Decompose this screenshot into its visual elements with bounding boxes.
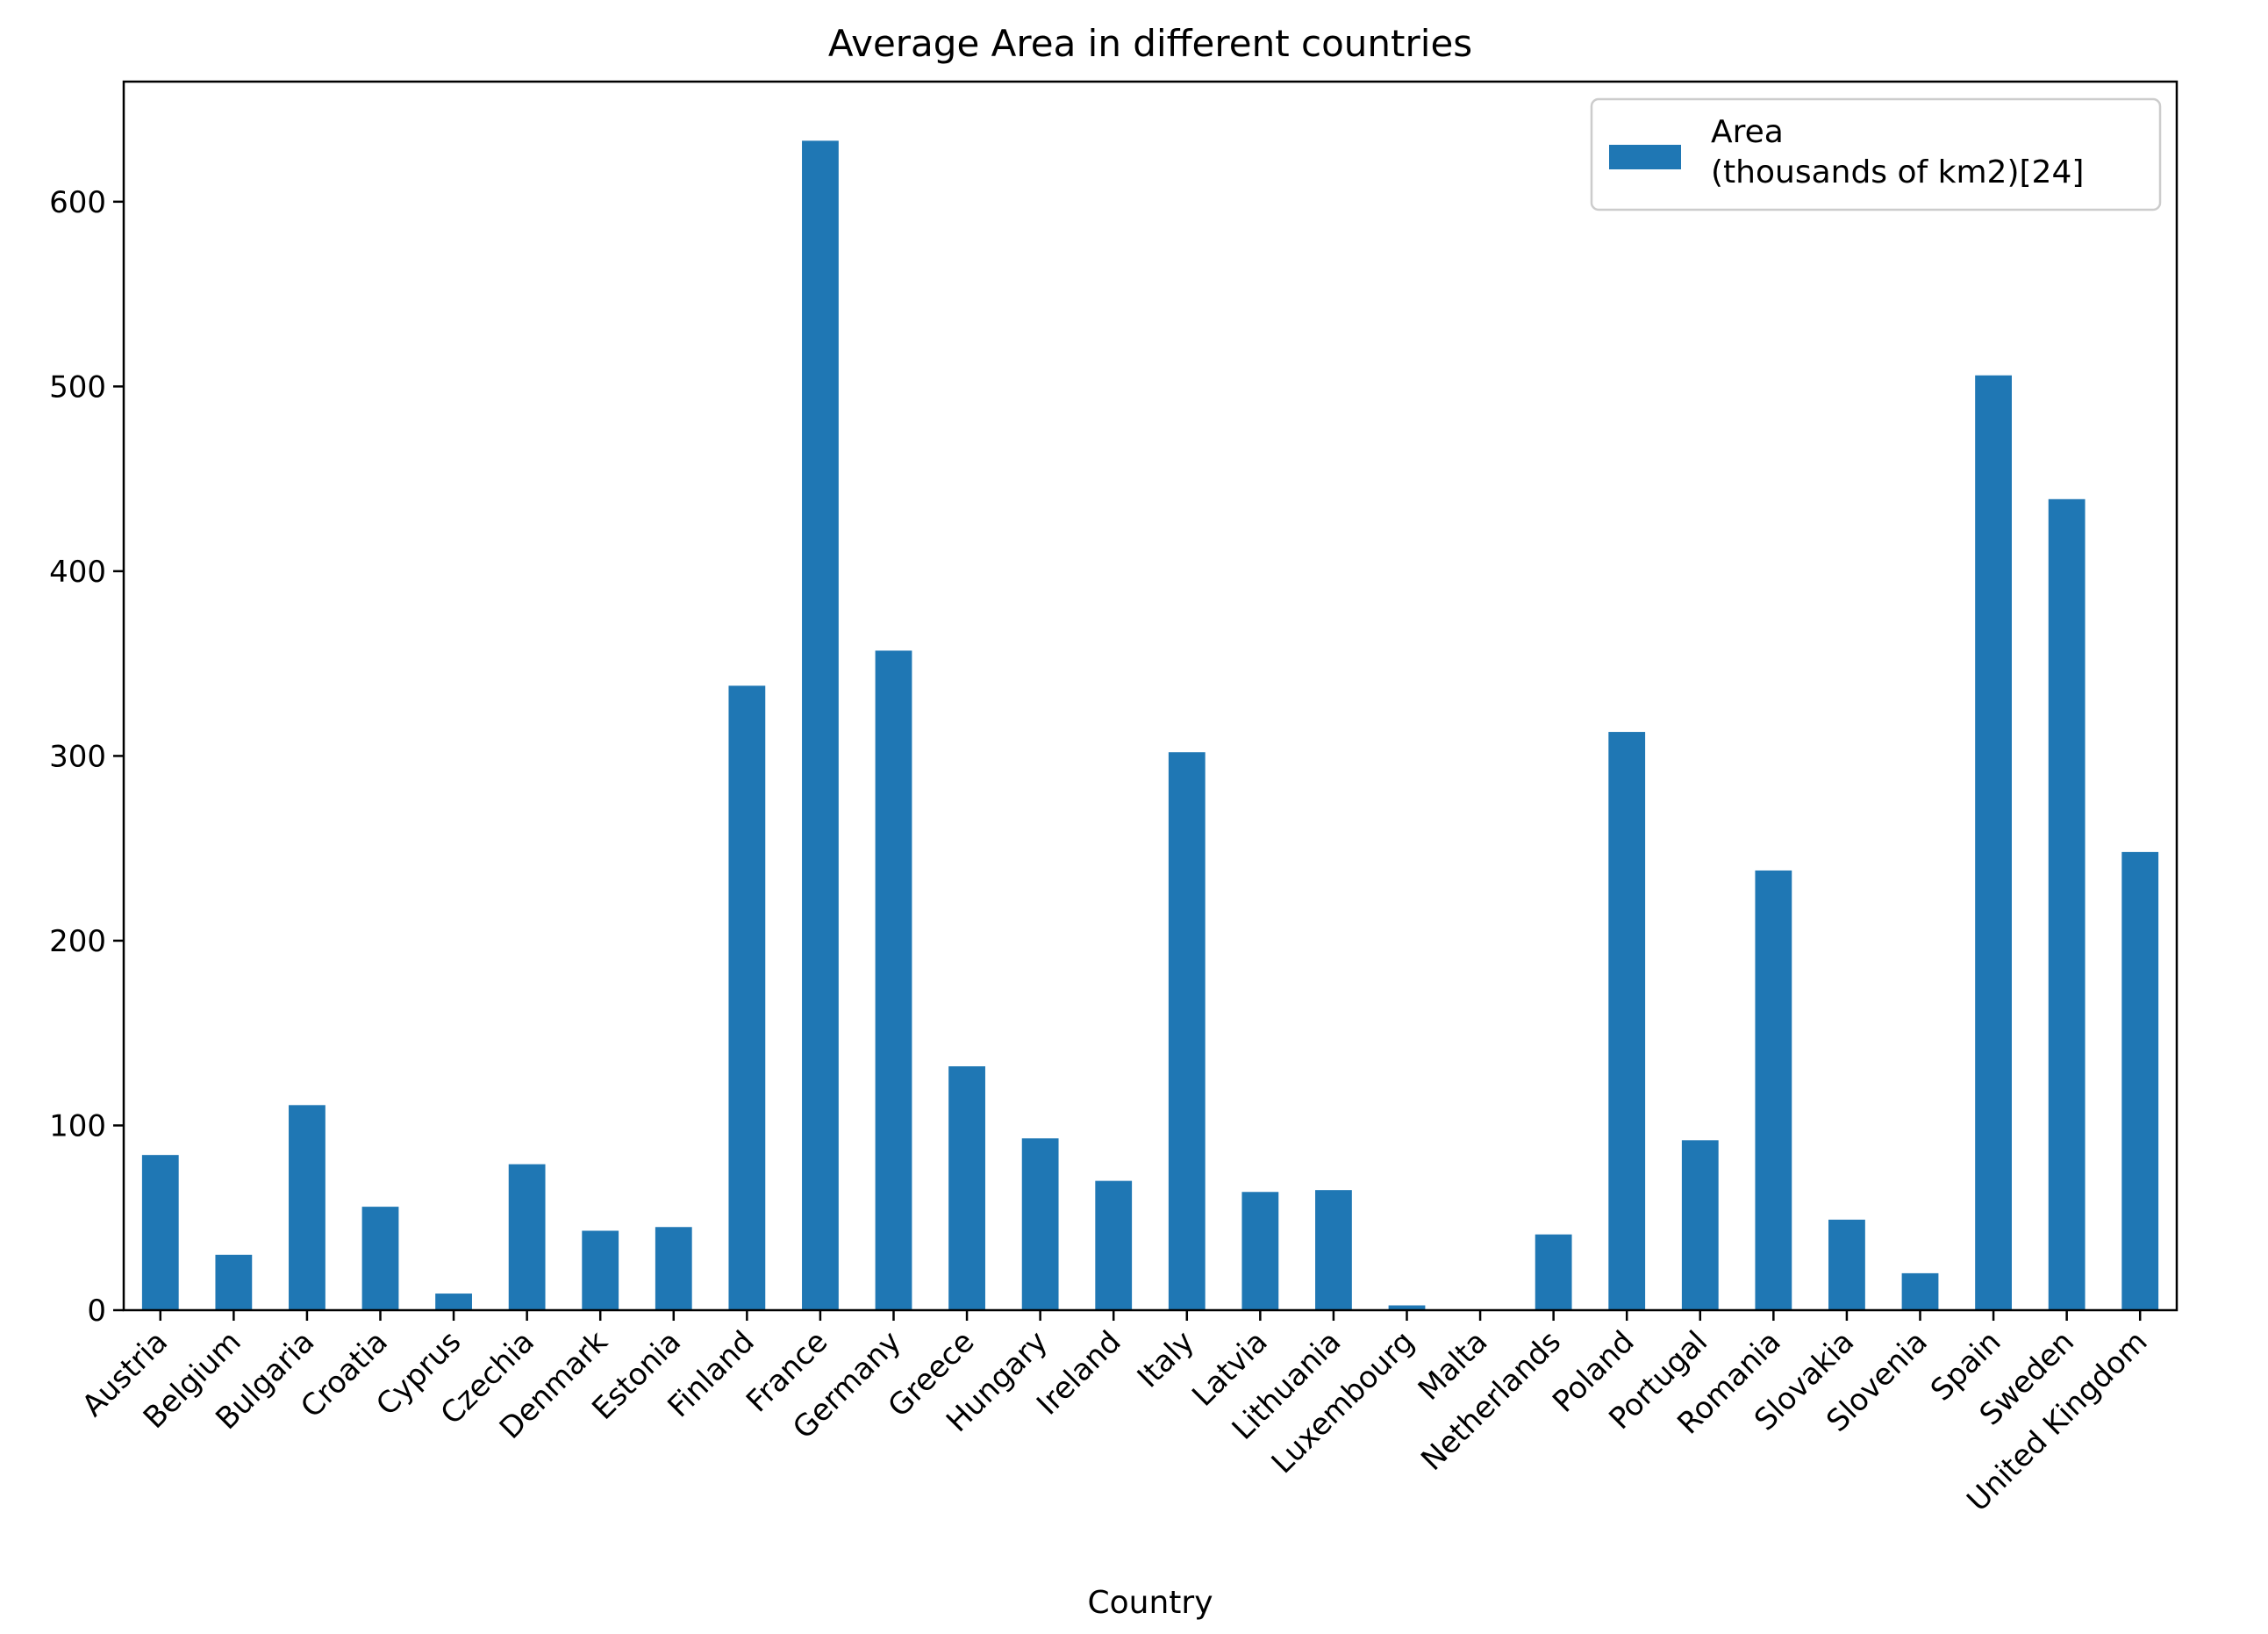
bar-lithuania <box>1315 1190 1352 1310</box>
bars-group <box>141 140 2159 1310</box>
bar-latvia <box>1241 1192 1279 1310</box>
bar-poland <box>1608 732 1646 1310</box>
bar-croatia <box>361 1207 399 1310</box>
y-tick-label: 200 <box>49 924 106 959</box>
plot-frame <box>122 80 2179 1312</box>
y-tick-label: 600 <box>49 185 106 220</box>
bar-slovakia <box>1828 1219 1865 1310</box>
legend-box <box>1590 97 2162 211</box>
bar-estonia <box>655 1227 692 1310</box>
bar-cyprus <box>435 1294 472 1310</box>
legend-swatch <box>1609 145 1681 169</box>
bar-france <box>802 140 839 1310</box>
x-axis: AustriaBelgiumBulgariaCroatiaCyprusCzech… <box>75 1310 2155 1518</box>
bar-germany <box>875 650 912 1310</box>
legend-label-line: (thousands of km2)[24] <box>1711 154 2084 190</box>
y-tick-label: 400 <box>49 555 106 590</box>
bar-romania <box>1755 870 1792 1310</box>
bar-ireland <box>1095 1180 1133 1310</box>
chart-title: Average Area in different countries <box>828 22 1472 65</box>
y-axis: 0 100 200 300 400 500 600 <box>49 185 124 1329</box>
legend-label-line: Area <box>1711 114 1784 150</box>
bar-hungary <box>1021 1138 1059 1310</box>
x-axis-title: Country <box>1087 1585 1213 1621</box>
bar-slovenia <box>1901 1272 1939 1310</box>
y-tick-label: 0 <box>87 1294 106 1329</box>
bar-austria <box>141 1155 179 1310</box>
y-tick-label: 500 <box>49 369 106 405</box>
x-tick-label: Ireland <box>1030 1324 1127 1422</box>
legend-label: Area (thousands of km2)[24] <box>1711 114 2084 190</box>
bar-italy <box>1168 752 1206 1310</box>
bar-czechia <box>508 1164 546 1310</box>
bar-denmark <box>582 1230 619 1310</box>
bar-belgium <box>215 1254 253 1310</box>
y-tick-label: 300 <box>49 739 106 774</box>
bar-luxembourg <box>1388 1305 1426 1310</box>
bar-finland <box>728 685 766 1310</box>
y-tick-label: 100 <box>49 1108 106 1143</box>
bar-portugal <box>1681 1140 1719 1310</box>
bar-greece <box>948 1066 985 1310</box>
bar-spain <box>1975 375 2012 1310</box>
bar-netherlands <box>1535 1234 1572 1310</box>
bar-united-kingdom <box>2121 851 2159 1310</box>
bar-sweden <box>2048 498 2086 1310</box>
legend: Area (thousands of km2)[24] <box>1590 97 2162 211</box>
bar-bulgaria <box>289 1105 326 1310</box>
